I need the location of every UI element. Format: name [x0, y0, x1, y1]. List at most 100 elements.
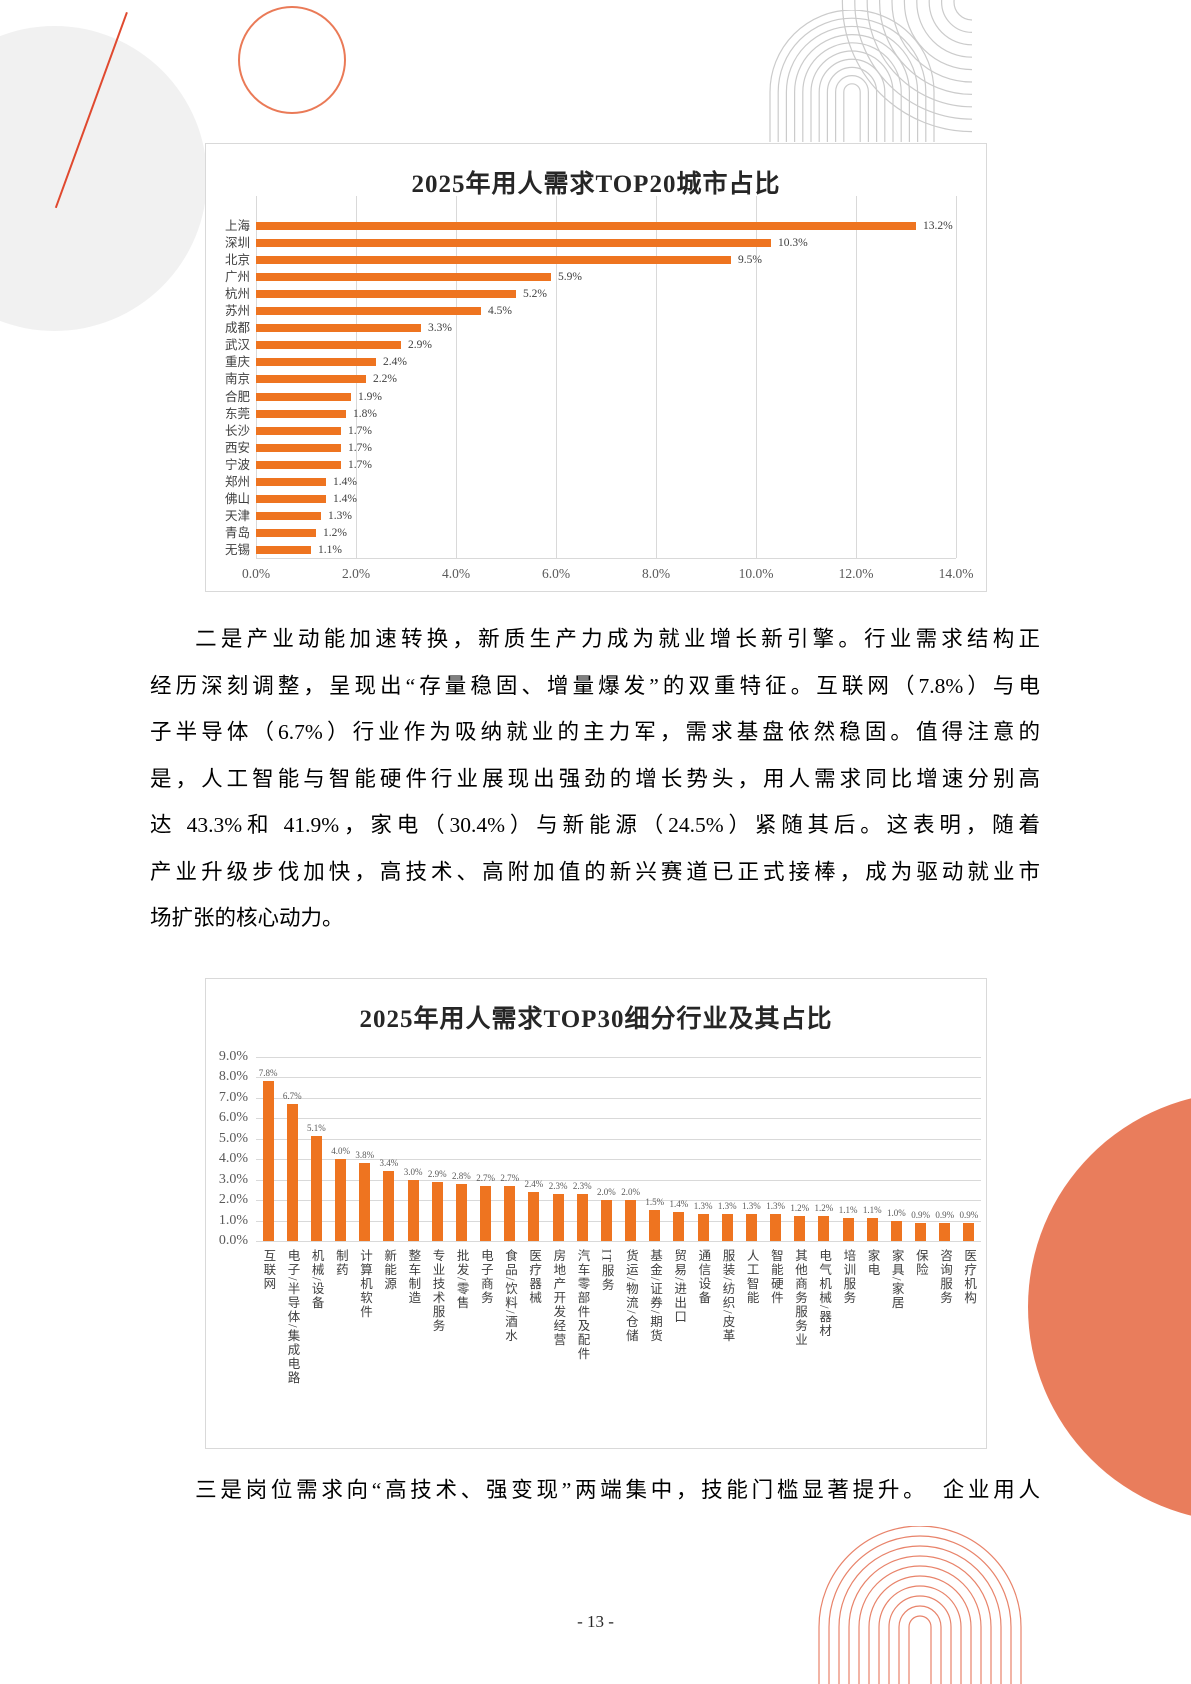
decor-arch-line — [828, 1535, 1012, 1684]
chart2-plot-area: 9.0% 8.0% 7.0% 6.0% 5.0% 4.0% 3.0% 2.0% 1.0% 0.0%… — [206, 979, 986, 1448]
decor-arc-line — [866, 0, 972, 108]
value-label: 2.9% — [427, 1168, 447, 1179]
category-text: 服装/纺织/皮革 — [720, 1249, 735, 1343]
value-label: 3.8% — [355, 1150, 375, 1161]
category-label: 南京 — [224, 372, 250, 387]
chart1-plot-area: 0.0% 2.0% 4.0% 6.0% 8.0% 10.0% 12.0% 14.0% 上海 13.… — [206, 144, 986, 591]
bar — [256, 392, 351, 401]
category-label: 服装/纺织/皮革 — [715, 1249, 739, 1435]
value-label: 1.0% — [887, 1207, 906, 1218]
decor-arc-line — [841, 0, 972, 133]
bar — [262, 1081, 274, 1241]
category-text: 通信设备 — [696, 1249, 711, 1305]
decor-arch-line — [810, 50, 894, 142]
category-label: 西安 — [224, 440, 250, 455]
y-tick-label: 1.0% — [218, 1212, 248, 1228]
y-gridline — [256, 1138, 981, 1140]
decor-salmon-circle — [1028, 1092, 1191, 1522]
category-label: 通信设备 — [691, 1249, 715, 1435]
bar — [552, 1193, 564, 1241]
value-label: 1.4% — [333, 475, 357, 488]
bar — [256, 239, 771, 248]
x-gridline — [656, 196, 657, 558]
category-text: 计算机软件 — [357, 1249, 372, 1319]
category-text: 电气机械/器材 — [817, 1249, 832, 1338]
y-tick-label: 2.0% — [218, 1192, 248, 1207]
bar — [915, 1222, 927, 1241]
y-gridline — [256, 1077, 981, 1078]
bar — [890, 1220, 902, 1241]
chart2-title: 2025年用人需求TOP30细分行业及其占比 — [359, 1006, 833, 1033]
y-gridline — [256, 1097, 981, 1099]
x-gridline — [856, 196, 857, 558]
page-number: - 13 - — [577, 1612, 614, 1631]
bar — [310, 1136, 322, 1241]
value-label: 1.2% — [790, 1203, 810, 1214]
category-text: 其他商务服务业 — [792, 1249, 807, 1347]
paragraph-industry: 二是产业动能加速转换，新质生产力成为就业增长新引擎。行业需求结构正 经历深刻调整，… — [150, 616, 1040, 942]
value-label: 1.3% — [328, 509, 352, 522]
decor-arch-pattern-gray — [769, 10, 935, 142]
value-label: 0.9% — [935, 1209, 955, 1220]
category-text: 新能源 — [382, 1249, 397, 1291]
bar — [600, 1200, 612, 1241]
bar — [649, 1210, 661, 1241]
category-text: 人工智能 — [744, 1249, 759, 1305]
category-text: 保险 — [913, 1249, 928, 1277]
bar — [256, 511, 321, 520]
category-text: 智能硬件 — [768, 1249, 783, 1305]
y-tick-label: 5.0% — [218, 1130, 248, 1146]
category-label: 苏州 — [224, 304, 250, 319]
y-gridline — [256, 1200, 981, 1201]
category-label: 家电 — [860, 1249, 884, 1435]
category-label: 整车制造 — [401, 1249, 425, 1435]
category-text: 整车制造 — [406, 1249, 421, 1305]
decor-arch-line — [878, 1585, 962, 1684]
y-tick-label: 7.0% — [218, 1089, 248, 1105]
decor-arc-line — [891, 0, 972, 83]
bar — [697, 1214, 709, 1241]
value-label: 10.3% — [778, 237, 808, 250]
decor-arch-line — [785, 25, 919, 142]
x-tick-label: 14.0% — [938, 566, 974, 581]
category-text: 食品/饮料/酒水 — [502, 1249, 517, 1343]
value-label: 1.4% — [669, 1199, 689, 1210]
x-axis-line — [256, 558, 956, 559]
category-label: 房地产开发经营 — [546, 1249, 570, 1435]
x-tick-label: 0.0% — [241, 566, 271, 581]
value-label: 1.3% — [717, 1201, 737, 1212]
category-label: 重庆 — [224, 355, 250, 370]
category-text: 咨询服务 — [937, 1249, 952, 1305]
bar — [256, 307, 481, 316]
category-label: 广州 — [224, 270, 250, 285]
bar — [256, 460, 341, 469]
bar — [939, 1222, 951, 1241]
value-label: 5.2% — [523, 288, 547, 301]
category-text: 医疗器械 — [527, 1249, 542, 1305]
value-label: 6.7% — [282, 1090, 302, 1101]
bar — [256, 358, 376, 367]
value-label: 2.0% — [621, 1187, 640, 1197]
category-label: 汽车零部件及配件 — [570, 1249, 594, 1435]
bar — [256, 222, 916, 230]
paragraph-line: 达 43.3%和 41.9%，家电（30.4%）与新能源（24.5%）紧随其后。… — [150, 813, 1040, 837]
category-label: 东莞 — [224, 406, 250, 421]
category-text: 培训服务 — [841, 1249, 856, 1305]
category-label: 基金/证券/期货 — [643, 1249, 667, 1435]
value-label: 2.9% — [408, 339, 432, 352]
value-label: 2.7% — [476, 1172, 495, 1183]
value-label: 2.4% — [524, 1178, 544, 1189]
x-gridline — [956, 196, 957, 558]
category-text: 基金/证券/期货 — [647, 1249, 662, 1343]
bar — [256, 290, 516, 299]
bar — [383, 1171, 395, 1241]
bar — [625, 1200, 637, 1241]
decor-arch-line — [818, 58, 886, 142]
decor-corner-arcs-gray — [841, 0, 972, 133]
decor-arc-line — [854, 0, 972, 120]
value-label: 1.9% — [358, 390, 382, 403]
category-label: 机械/设备 — [304, 1249, 328, 1435]
category-label: 专业技术服务 — [425, 1249, 449, 1435]
bar — [286, 1103, 298, 1241]
value-label: 1.4% — [333, 492, 357, 505]
